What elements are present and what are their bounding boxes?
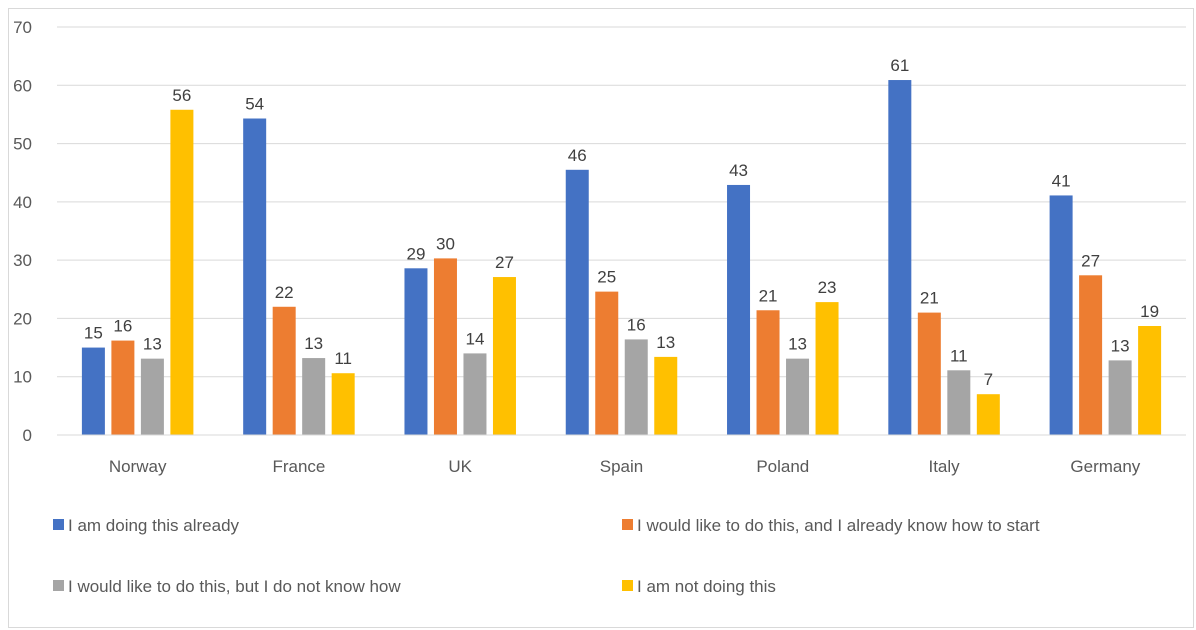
bar <box>492 277 516 435</box>
data-label: 56 <box>172 86 191 105</box>
data-label: 13 <box>788 335 807 354</box>
x-tick-label: Germany <box>1070 457 1140 476</box>
data-label: 21 <box>759 286 778 305</box>
data-label: 30 <box>436 234 455 253</box>
y-tick-label: 50 <box>13 135 32 154</box>
data-label: 25 <box>597 268 616 287</box>
bar <box>1138 326 1162 435</box>
y-tick-label: 30 <box>13 251 32 270</box>
x-tick-label: Poland <box>756 457 809 476</box>
bars <box>81 80 1162 436</box>
bar <box>1108 360 1132 435</box>
bar <box>727 184 751 435</box>
bar <box>976 394 1000 435</box>
bar <box>140 358 164 435</box>
data-label: 43 <box>729 161 748 180</box>
x-tick-label: UK <box>448 457 472 476</box>
bar <box>81 347 105 435</box>
legend-item: I am doing this already <box>53 516 240 535</box>
y-tick-label: 60 <box>13 76 32 95</box>
bar <box>917 312 941 435</box>
y-tick-label: 0 <box>23 426 32 445</box>
axes: 0 10 20 30 40 50 60 70 Norway France UK Spain Poland… <box>13 18 1186 476</box>
data-label: 16 <box>627 315 646 334</box>
data-label: 11 <box>334 349 352 368</box>
bar <box>170 109 194 435</box>
data-labels: 15 16 13 56 54 22 13 11 29 30 14 27 46 25 16 13 43 21 13 23… <box>84 56 1159 389</box>
legend-label: I am doing this already <box>68 516 240 535</box>
legend-label: I am not doing this <box>637 577 776 596</box>
data-label: 16 <box>113 317 132 336</box>
y-tick-label: 20 <box>13 309 32 328</box>
data-label: 27 <box>495 253 514 272</box>
data-label: 22 <box>275 283 294 302</box>
x-tick-label: Norway <box>109 457 167 476</box>
legend: I am doing this already I would like to d… <box>53 516 1040 596</box>
legend-label: I would like to do this, and I already k… <box>637 516 1040 535</box>
bar <box>331 373 355 435</box>
bar <box>463 353 487 435</box>
bar <box>565 169 589 436</box>
y-tick-label: 40 <box>13 193 32 212</box>
legend-item: I would like to do this, and I already k… <box>622 516 1040 535</box>
data-label: 41 <box>1052 171 1071 190</box>
gridlines <box>57 26 1186 378</box>
bar <box>404 268 428 435</box>
y-tick-label: 10 <box>13 368 32 387</box>
data-label: 13 <box>143 335 162 354</box>
bar <box>1049 195 1073 435</box>
data-label: 13 <box>656 333 675 352</box>
bar <box>111 340 135 435</box>
data-label: 13 <box>304 334 323 353</box>
data-label: 23 <box>818 278 837 297</box>
data-label: 7 <box>984 370 993 389</box>
legend-swatch <box>622 580 633 591</box>
data-label: 21 <box>920 289 939 308</box>
data-label: 46 <box>568 146 587 165</box>
bar <box>786 358 810 435</box>
bar <box>243 118 267 435</box>
bar <box>654 356 678 435</box>
data-label: 13 <box>1111 336 1130 355</box>
bar <box>433 258 457 435</box>
data-label: 14 <box>466 329 485 348</box>
data-label: 27 <box>1081 251 1100 270</box>
legend-label: I would like to do this, but I do not kn… <box>68 577 401 596</box>
bar <box>272 306 296 435</box>
bar <box>595 291 619 435</box>
bar <box>756 310 780 435</box>
x-tick-label: Spain <box>600 457 643 476</box>
data-label: 29 <box>407 244 426 263</box>
legend-item: I would like to do this, but I do not kn… <box>53 577 401 596</box>
legend-swatch <box>622 519 633 530</box>
data-label: 11 <box>950 346 968 365</box>
y-tick-label: 70 <box>13 18 32 37</box>
x-tick-label: France <box>272 457 325 476</box>
bar <box>815 302 839 435</box>
legend-swatch <box>53 580 64 591</box>
bar <box>888 80 912 435</box>
bar <box>1079 275 1103 435</box>
bar <box>947 370 971 435</box>
bar <box>624 339 648 435</box>
bar <box>302 358 326 435</box>
legend-item: I am not doing this <box>622 577 776 596</box>
data-label: 19 <box>1140 302 1159 321</box>
data-label: 15 <box>84 324 103 343</box>
data-label: 61 <box>890 56 909 75</box>
legend-swatch <box>53 519 64 530</box>
data-label: 54 <box>245 95 264 114</box>
x-tick-label: Italy <box>928 457 960 476</box>
